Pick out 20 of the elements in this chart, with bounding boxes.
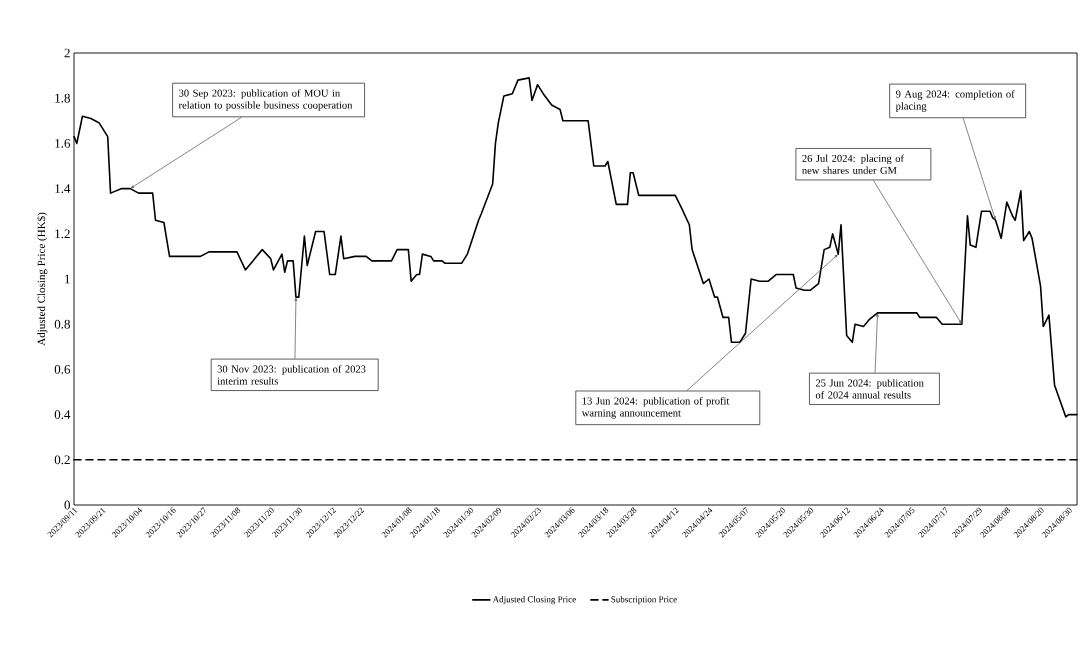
y-tick-label: 0 <box>64 500 70 510</box>
annotation: 9 Aug 2024: completion of placing <box>895 90 1015 112</box>
legend-label: Adjusted Closing Price <box>492 596 576 605</box>
annotation: 30 Sep 2023: publication of MOU in relation to possible business cooperation <box>178 89 353 111</box>
y-tick-label: 0.2 <box>54 455 70 465</box>
annotation: 25 Jun 2024: publication of 2024 annual results <box>815 379 924 399</box>
annotation: 26 Jul 2024: placing of new shares under GM <box>802 154 904 174</box>
y-tick-label: 1.2 <box>55 229 70 239</box>
annotation: 13 Jun 2024: publication of profit warning announcement <box>581 397 730 419</box>
legend-label: Subscription Price <box>611 596 677 605</box>
y-tick-label: 1.6 <box>55 139 71 148</box>
y-tick-label: 0.8 <box>54 319 70 329</box>
y-tick-label: 1 <box>65 274 70 284</box>
y-tick-label: 1.4 <box>55 184 71 193</box>
annotation: 30 Nov 2023: publication of 2023 interim results <box>217 365 366 385</box>
y-tick-label: 2 <box>64 48 70 58</box>
y-tick-label: 1.8 <box>55 93 70 103</box>
y-tick-label: 0.4 <box>54 410 71 420</box>
y-tick-label: 0.6 <box>54 364 71 374</box>
y-axis-title: Adjusted Closing Price (HK$) <box>37 212 48 346</box>
